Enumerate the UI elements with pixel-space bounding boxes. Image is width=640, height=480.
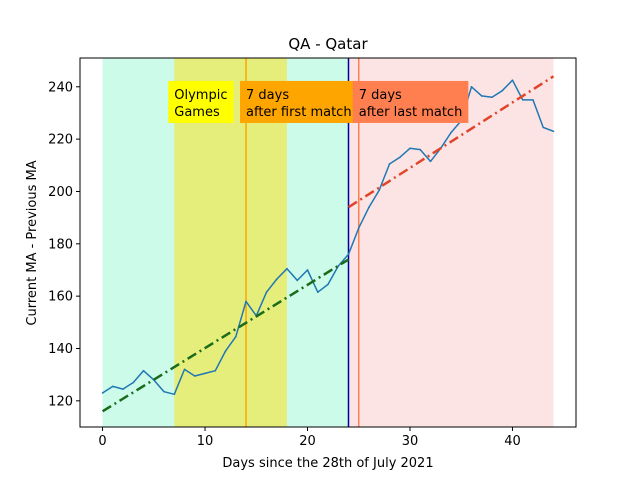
annotation-box: 7 days after first match bbox=[240, 80, 358, 123]
chart-title: QA - Qatar bbox=[288, 35, 368, 53]
y-tick-label: 120 bbox=[48, 394, 73, 409]
data-point bbox=[142, 369, 145, 372]
data-point bbox=[163, 390, 165, 393]
data-point bbox=[173, 393, 176, 396]
data-point bbox=[511, 79, 514, 82]
data-point bbox=[234, 335, 237, 338]
annotation-text-line: 7 days bbox=[246, 88, 289, 103]
data-point bbox=[378, 189, 381, 191]
y-tick-label: 200 bbox=[48, 185, 73, 200]
data-point bbox=[532, 99, 534, 101]
data-point bbox=[409, 147, 411, 150]
data-point bbox=[347, 253, 350, 256]
data-point bbox=[122, 388, 124, 390]
y-tick-label: 220 bbox=[48, 133, 73, 148]
x-tick-label: 30 bbox=[402, 434, 419, 449]
data-point bbox=[296, 279, 299, 282]
data-point bbox=[337, 265, 340, 267]
annotation-background bbox=[168, 80, 234, 123]
x-tick-label: 0 bbox=[98, 434, 106, 449]
annotation-text-line: Games bbox=[174, 105, 220, 120]
y-axis-label: Current MA - Previous MA bbox=[25, 160, 40, 325]
y-tick-label: 240 bbox=[48, 80, 73, 95]
data-point bbox=[480, 95, 483, 97]
data-point bbox=[204, 372, 206, 375]
x-tick-label: 10 bbox=[197, 434, 214, 449]
annotation-box: Olympic Games bbox=[168, 80, 234, 123]
data-point bbox=[306, 269, 309, 271]
data-point bbox=[542, 126, 545, 129]
data-point bbox=[275, 278, 278, 280]
data-point bbox=[224, 350, 227, 352]
annotation-text-line: after last match bbox=[359, 105, 463, 120]
data-point bbox=[286, 267, 288, 270]
data-point bbox=[450, 131, 452, 134]
plot-area-frame bbox=[79, 57, 577, 428]
data-point bbox=[501, 89, 504, 92]
data-point bbox=[265, 291, 268, 294]
trend-line bbox=[101, 258, 350, 413]
data-point bbox=[521, 99, 524, 101]
x-axis-label: Days since the 28th of July 2021 bbox=[222, 456, 433, 471]
y-tick-label: 140 bbox=[48, 342, 73, 357]
data-point bbox=[214, 369, 217, 372]
data-point bbox=[552, 130, 555, 133]
trend-line bbox=[347, 75, 555, 209]
annotation-text-line: after first match bbox=[246, 105, 352, 120]
data-point bbox=[470, 85, 473, 88]
x-tick-label: 20 bbox=[299, 434, 316, 449]
y-tick-label: 160 bbox=[48, 290, 73, 305]
data-point bbox=[101, 392, 104, 394]
data-point bbox=[193, 375, 196, 377]
data-point bbox=[316, 291, 319, 294]
data-point bbox=[245, 300, 247, 303]
annotation-box: 7 days after last match bbox=[352, 80, 469, 123]
data-point bbox=[183, 368, 186, 371]
data-point bbox=[398, 156, 401, 159]
data-point bbox=[419, 148, 422, 151]
annotation-background bbox=[352, 80, 469, 123]
data-point bbox=[368, 206, 370, 208]
x-tick-label: 40 bbox=[504, 434, 521, 449]
data-point bbox=[357, 227, 360, 229]
annotation-text-line: Olympic bbox=[174, 88, 227, 103]
y-tick-label: 180 bbox=[48, 237, 73, 252]
annotation-background bbox=[240, 80, 358, 123]
data-point bbox=[388, 163, 391, 165]
data-point bbox=[111, 385, 114, 388]
data-point bbox=[429, 160, 432, 163]
annotation-text-line: 7 days bbox=[359, 88, 402, 103]
data-point bbox=[491, 96, 493, 99]
data-point bbox=[327, 283, 329, 286]
data-point bbox=[132, 381, 135, 384]
